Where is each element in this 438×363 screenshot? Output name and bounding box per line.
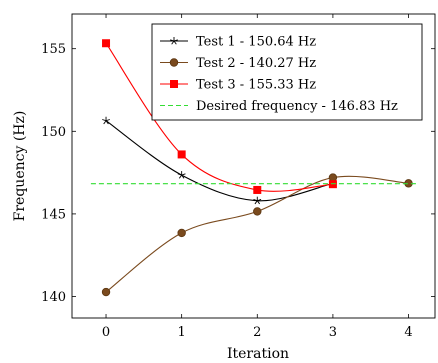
- series-3-point-2: [253, 185, 262, 194]
- series-1-point-2: [253, 196, 262, 205]
- series-1: [102, 116, 337, 205]
- legend-label-3: Test 3 - 155.33 Hz: [196, 78, 316, 93]
- legend-box: [151, 23, 423, 121]
- legend-label-4: Desired frequency - 146.83 Hz: [196, 99, 398, 114]
- series-2: [101, 173, 413, 297]
- series-3-point-1: [177, 150, 186, 159]
- series-1-point-0: [102, 116, 110, 125]
- x-tick-label: 3: [329, 325, 337, 340]
- legend-label-2: Test 2 - 140.27 Hz: [196, 56, 316, 71]
- legend-marker-1: [170, 37, 178, 45]
- series-3-point-0: [102, 39, 111, 48]
- series-2-point-0: [101, 287, 111, 297]
- y-tick-label: 150: [41, 125, 66, 140]
- series-1-point-1: [177, 171, 186, 179]
- x-tick-label: 1: [178, 325, 186, 340]
- x-axis-title: Iteration: [227, 346, 289, 362]
- legend-entry-3: Test 3 - 155.33 Hz: [160, 78, 316, 93]
- legend-entry-1: Test 1 - 150.64 Hz: [160, 35, 316, 50]
- series-2-point-1: [177, 228, 186, 238]
- y-tick-label: 155: [41, 42, 66, 57]
- legend-entry-4: Desired frequency - 146.83 Hz: [160, 99, 398, 114]
- series-2-point-2: [253, 207, 262, 216]
- axis-layer: 0 1 2 3 4 140 145 150 155: [41, 14, 435, 340]
- legend-marker-3: [170, 80, 178, 88]
- legend-entry-2: Test 2 - 140.27 Hz: [160, 56, 316, 71]
- plot-frame: [71, 13, 436, 319]
- x-tick-label: 4: [404, 325, 412, 340]
- legend: Test 1 - 150.64 Hz Test 2 - 140.27 Hz Test…: [151, 23, 423, 121]
- y-tick-label: 140: [41, 290, 66, 305]
- x-tick-label: 2: [253, 325, 261, 340]
- series-1-line: [105, 120, 334, 202]
- legend-marker-2: [169, 58, 179, 67]
- x-tick-label: 0: [102, 325, 110, 340]
- series-3-line: [105, 42, 333, 192]
- legend-label-1: Test 1 - 150.64 Hz: [196, 35, 316, 50]
- y-tick-label: 145: [41, 207, 66, 222]
- series-layer: [90, 39, 417, 297]
- y-axis-title: Frequency (Hz): [12, 111, 28, 222]
